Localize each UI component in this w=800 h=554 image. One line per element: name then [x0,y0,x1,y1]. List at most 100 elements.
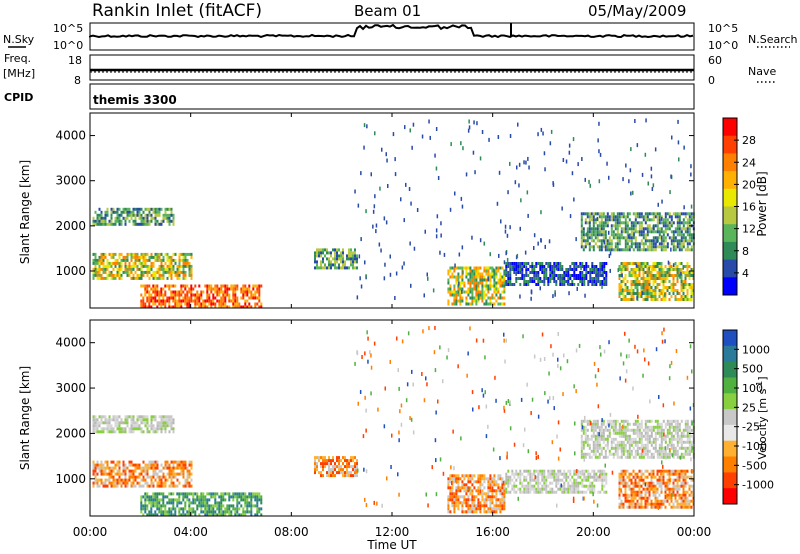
echo-cell [499,510,502,514]
echo-cell [680,262,683,265]
echo-cell [495,266,498,270]
echo-cell [481,489,484,493]
echo-cell [547,265,550,268]
echo-cell [256,284,259,288]
echo-cell [156,207,159,211]
echo-cell [676,437,679,441]
echo-cell [608,175,610,180]
echo-cell [579,274,582,277]
echo-cell [469,302,472,306]
echo-cell [483,498,486,502]
echo-cell [98,276,101,280]
echo-cell [642,478,645,482]
echo-cell [626,230,629,234]
echo-cell [250,501,253,505]
echo-cell [636,490,639,494]
echo-cell [152,466,155,470]
echo-cell [222,492,225,496]
echo-cell [582,455,585,459]
echo-cell [493,489,496,493]
echo-cell [344,266,346,270]
echo-cell [624,419,627,423]
echo-cell [172,504,175,508]
echo-cell [557,475,560,479]
echo-cell [158,504,161,508]
echo-cell [686,274,689,277]
echo-cell [596,216,599,221]
echo-cell [489,501,492,505]
echo-cell [642,472,645,476]
echo-cell [144,216,147,220]
echo-cell [652,440,655,444]
echo-cell [676,242,679,246]
echo-cell [156,513,159,517]
echo-cell [499,293,502,297]
echo-cell [120,430,123,434]
echo-cell [553,268,556,271]
echo-cell [140,216,143,220]
echo-cell [116,213,119,217]
echo-cell [636,292,639,295]
echo-cell [648,227,651,231]
echo-cell [555,478,558,482]
echo-cell [186,261,189,265]
echo-cell [206,507,209,511]
noise-left-label: N.Sky [3,33,35,46]
echo-cell [672,274,675,277]
echo-cell [499,486,502,490]
echo-cell [118,276,121,280]
echo-cell [463,495,466,499]
echo-cell [114,472,117,476]
echo-cell [166,299,169,303]
echo-cell [314,471,316,475]
echo-cell [184,276,187,280]
echo-cell [128,463,131,467]
echo-cell [210,287,213,291]
echo-cell [160,305,163,309]
echo-cell [614,431,617,435]
echo-cell [634,481,637,485]
echo-cell [224,513,227,517]
echo-cell [340,257,342,261]
echo-cell [455,498,458,502]
echo-cell [455,290,458,294]
echo-cell [190,270,193,274]
echo-cell [646,274,649,277]
echo-cell [636,289,639,292]
echo-cell [190,296,193,300]
echo-cell [630,147,632,152]
echo-cell [375,223,378,228]
echo-cell [610,218,613,222]
echo-cell [652,280,655,283]
echo-cell [156,466,159,470]
echo-cell [594,455,597,459]
echo-cell [110,484,113,488]
echo-cell [206,293,209,297]
echo-cell [652,505,655,509]
echo-cell [652,484,655,488]
echo-cell [527,213,529,218]
echo-cell [154,460,157,464]
echo-cell [106,463,109,467]
echo-cell [541,490,544,494]
echo-cell [656,481,659,485]
echo-cell [588,419,591,423]
echo-cell [473,296,476,300]
echo-cell [150,475,153,479]
echo-cell [672,221,675,225]
echo-cell [549,274,552,277]
echo-cell [332,456,334,460]
echo-cell [525,484,528,488]
echo-cell [497,489,500,493]
echo-cell [170,460,173,464]
echo-cell [154,513,157,517]
echo-cell [242,492,245,496]
echo-cell [580,419,583,423]
echo-cell [612,419,615,423]
echo-cell [614,233,617,237]
echo-cell [250,495,253,499]
echo-cell [94,469,97,473]
echo-cell [180,472,183,476]
echo-cell [644,212,647,216]
